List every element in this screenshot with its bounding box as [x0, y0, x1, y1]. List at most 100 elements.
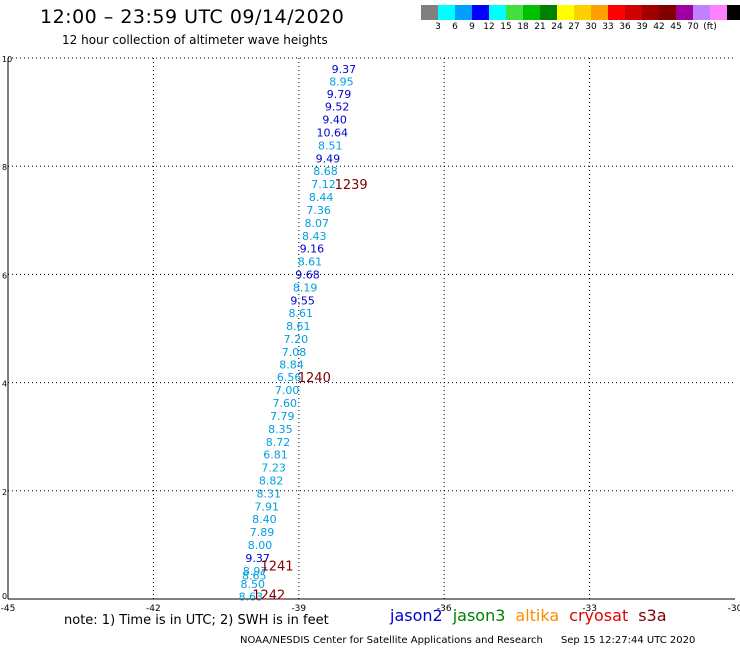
- color-scale-label: 33: [602, 22, 614, 32]
- color-scale-label: 12: [483, 22, 495, 32]
- wave-height-point: 9.68: [295, 268, 320, 281]
- color-scale-label: 42: [653, 22, 665, 32]
- wave-height-point: 6.56: [277, 371, 302, 384]
- color-swatch: [523, 5, 540, 20]
- wave-height-point: 8.19: [293, 281, 318, 294]
- wave-height-point: 9.40: [322, 114, 347, 127]
- wave-height-point: 7.23: [261, 462, 286, 475]
- color-swatch: [659, 5, 676, 20]
- wave-height-point: 8.44: [309, 191, 334, 204]
- color-scale-label: 39: [636, 22, 648, 32]
- color-scale-label: (ft): [703, 22, 717, 32]
- color-swatch: [676, 5, 693, 20]
- wave-height-point: 8.95: [329, 75, 354, 88]
- y-tick-label: 10: [2, 55, 12, 64]
- y-tick-label: 2: [2, 488, 7, 497]
- satellite-label-jason2: jason2: [390, 606, 443, 625]
- color-scale-legend: 3 6 9 12 15 18 21 24 27 30 33 36 39 42 45 70 (ft): [421, 5, 740, 34]
- color-swatch: [642, 5, 659, 20]
- footer-note: note: 1) Time is in UTC; 2) SWH is in fe…: [64, 613, 329, 628]
- wave-height-point: 7.00: [275, 384, 300, 397]
- color-scale-swatches: [421, 5, 740, 20]
- wave-height-point: 8.43: [302, 230, 327, 243]
- annotation-layer: 1239 1240 1241 1242: [252, 178, 367, 604]
- wave-height-point: 7.79: [270, 410, 295, 423]
- satellite-label-altika: altika: [515, 606, 560, 625]
- color-swatch: [472, 5, 489, 20]
- color-swatch: [421, 5, 438, 20]
- track-time-label: 1242: [252, 589, 285, 604]
- color-scale-label: 15: [500, 22, 512, 32]
- color-swatch: [540, 5, 557, 20]
- wave-height-point: 8.00: [248, 539, 273, 552]
- y-tick-label: 6: [2, 271, 7, 280]
- y-tick-label: 8: [2, 163, 7, 172]
- color-scale-label: 18: [517, 22, 529, 32]
- color-swatch: [557, 5, 574, 20]
- wave-height-point: 8.51: [318, 140, 343, 153]
- y-tick-label: 0: [2, 592, 7, 601]
- wave-height-point: 8.65: [242, 570, 267, 583]
- color-scale-label: 24: [551, 22, 563, 32]
- wave-height-point: 8.61: [288, 307, 313, 320]
- wave-height-point: 8.84: [279, 359, 304, 372]
- wave-height-point: 7.20: [284, 333, 309, 346]
- color-swatch: [608, 5, 625, 20]
- color-swatch: [489, 5, 506, 20]
- wave-height-point: 8.35: [268, 423, 293, 436]
- wave-height-point: 6.81: [263, 449, 288, 462]
- grid-layer: [8, 57, 735, 599]
- wave-height-point: 7.12: [311, 178, 336, 191]
- wave-height-point: 9.37: [245, 552, 270, 565]
- color-swatch: [591, 5, 608, 20]
- wave-height-point: 8.63: [239, 590, 264, 603]
- page-subtitle: 12 hour collection of altimeter wave hei…: [62, 33, 328, 47]
- color-scale-label: 70: [687, 22, 699, 32]
- page-title: 12:00 – 23:59 UTC 09/14/2020: [40, 6, 345, 28]
- color-swatch: [506, 5, 523, 20]
- wave-height-point: 9.55: [290, 294, 315, 307]
- color-scale-label: 3: [435, 22, 441, 32]
- wave-height-point: 8.40: [252, 513, 277, 526]
- footer-credit: NOAA/NESDIS Center for Satellite Applica…: [240, 635, 695, 646]
- color-swatch: [727, 5, 740, 20]
- color-scale-label: 6: [452, 22, 458, 32]
- wave-height-point: 9.79: [327, 88, 352, 101]
- color-scale-labels: 3 6 9 12 15 18 21 24 27 30 33 36 39 42 45 70 (ft): [421, 20, 740, 34]
- wave-height-point: 7.08: [282, 346, 307, 359]
- wave-height-point: 7.89: [250, 526, 275, 539]
- x-tick-label: -30: [728, 604, 740, 614]
- points-layer: 9.37 8.959.799.529.4010.648.519.498.687.1…: [239, 63, 357, 603]
- credit-text: NOAA/NESDIS Center for Satellite Applica…: [240, 635, 543, 646]
- wave-height-point: 8.61: [286, 320, 311, 333]
- satellite-label-jason3: jason3: [452, 606, 506, 625]
- satellite-label-cryosat: cryosat: [569, 606, 629, 625]
- wave-height-point: 8.82: [259, 475, 284, 488]
- color-scale-label: 21: [534, 22, 546, 32]
- track-time-label: 1241: [260, 559, 293, 574]
- color-swatch: [693, 5, 710, 20]
- color-scale-label: 30: [585, 22, 597, 32]
- timestamp: Sep 15 12:27:44 UTC 2020: [560, 635, 696, 646]
- wave-height-point: 7.91: [255, 500, 280, 513]
- color-swatch: [455, 5, 472, 20]
- y-tick-label: 4: [2, 380, 7, 389]
- x-tick-label: -45: [1, 604, 16, 614]
- wave-height-point: 8.68: [313, 165, 338, 178]
- wave-height-point: 10.64: [316, 127, 348, 140]
- color-swatch: [574, 5, 591, 20]
- satellite-label-s3a: s3a: [638, 606, 667, 625]
- wave-height-point: 9.52: [325, 101, 350, 114]
- wave-height-point: 8.07: [304, 217, 329, 230]
- wave-height-point: 8.50: [241, 578, 266, 591]
- wave-height-point: 9.49: [316, 153, 341, 166]
- color-swatch: [438, 5, 455, 20]
- color-swatch: [710, 5, 727, 20]
- color-swatch: [625, 5, 642, 20]
- wave-height-point: 7.36: [306, 204, 331, 217]
- color-scale-label: 45: [670, 22, 682, 32]
- track-time-label: 1239: [335, 178, 368, 193]
- color-scale-label: 36: [619, 22, 631, 32]
